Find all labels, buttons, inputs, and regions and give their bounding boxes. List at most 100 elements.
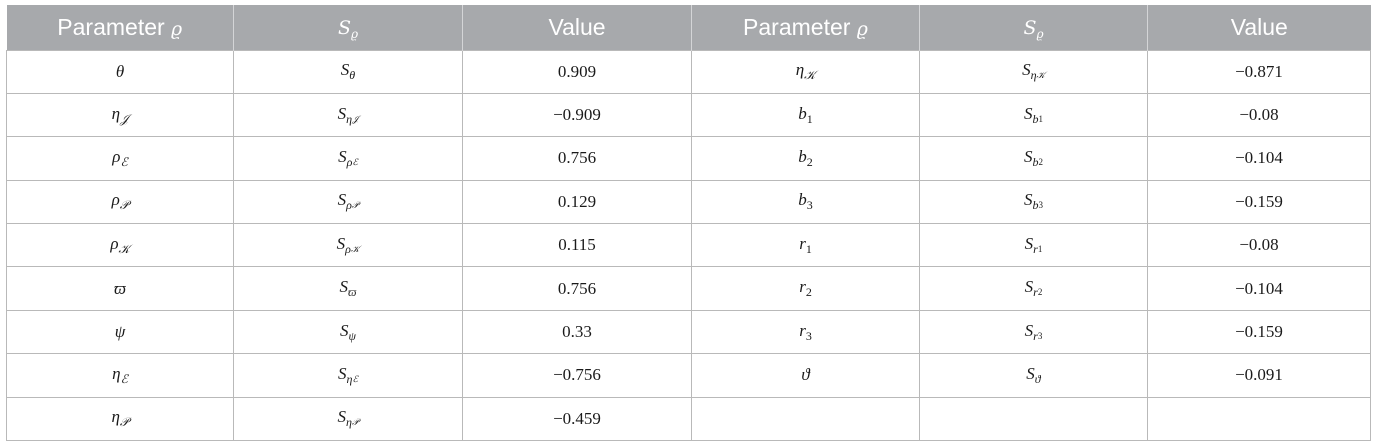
- table-cell: ρ𝒫: [6, 179, 234, 225]
- table-row: ρℰ Sρℰ 0.756 b2 Sb2 −0.104: [6, 136, 1371, 181]
- symbol-sub: 3: [805, 328, 812, 343]
- table-cell: ϑ: [691, 353, 920, 398]
- cell-value: −0.104: [1235, 148, 1283, 168]
- symbol-sub: 3: [806, 198, 813, 213]
- table-cell: Sr1: [919, 223, 1148, 268]
- table-cell: Sb1: [919, 92, 1148, 138]
- cell-symbol: r1: [799, 233, 812, 256]
- symbol-base: S: [339, 277, 349, 297]
- symbol-base: S: [337, 103, 347, 123]
- symbol-base: ρ: [110, 233, 119, 253]
- symbol-sub: 2: [805, 285, 812, 300]
- cell-symbol: Sr2: [1024, 277, 1043, 299]
- table-cell: [1147, 396, 1371, 442]
- cell-value: 0.756: [557, 278, 597, 298]
- symbol-base: S: [337, 407, 347, 427]
- column-header: Value: [1147, 5, 1371, 50]
- cell-symbol: Sϑ: [1026, 364, 1041, 386]
- symbol-sub: η: [346, 111, 353, 126]
- symbol-sub-sub: 3: [1037, 330, 1043, 341]
- table-cell: η𝒫: [6, 396, 234, 442]
- cell-symbol: Sη𝒫: [337, 407, 359, 430]
- table-cell: Sη𝒦: [919, 49, 1148, 94]
- symbol-base: S: [338, 363, 347, 383]
- symbol-sub-sub: 1: [1038, 113, 1044, 124]
- cell-symbol: Sb3: [1024, 190, 1043, 213]
- symbol-sub-sub: ℰ: [352, 373, 358, 384]
- symbol-sub-sub: 𝒫: [351, 200, 359, 211]
- cell-symbol: Sθ: [341, 60, 356, 83]
- column-header: Sϱ: [233, 5, 463, 50]
- symbol-sub-sub: 𝒦: [350, 243, 360, 254]
- table-cell: −0.091: [1147, 353, 1371, 398]
- table-cell: r1: [691, 223, 920, 268]
- table-row: ρ𝒦 Sρ𝒦 0.115 r1 Sr1 −0.08: [6, 223, 1371, 268]
- table-cell: Sρ𝒫: [233, 179, 463, 225]
- cell-symbol: ρℰ: [112, 147, 127, 169]
- cell-symbol: Sb1: [1024, 104, 1044, 126]
- table-cell: 0.756: [462, 136, 692, 181]
- symbol-base: S: [1024, 277, 1034, 297]
- table-row: ϖ Sϖ 0.756 r2 Sr2 −0.104: [6, 266, 1371, 311]
- table-cell: ηℰ: [6, 353, 234, 398]
- table-cell: −0.159: [1147, 309, 1371, 355]
- table-cell: Sθ: [233, 49, 463, 94]
- cell-value: −0.104: [1235, 278, 1283, 298]
- cell-symbol: Sr3: [1025, 321, 1043, 343]
- cell-value: 0.129: [557, 191, 597, 211]
- symbol-sub-sub: 2: [1037, 287, 1043, 298]
- symbol-sub: η: [346, 415, 352, 430]
- table-cell: −0.459: [462, 396, 692, 442]
- table-cell: −0.104: [1147, 266, 1371, 311]
- cell-symbol: η𝒫: [111, 407, 128, 429]
- header-symbol: ϱ: [856, 17, 868, 40]
- symbol-base: r: [799, 233, 806, 253]
- symbol-base: η: [795, 60, 805, 80]
- table-cell: −0.159: [1147, 179, 1371, 225]
- table-row: η𝒫 Sη𝒫 −0.459: [6, 396, 1371, 442]
- symbol-sub: ϑ: [1034, 371, 1041, 386]
- symbol-base: ρ: [111, 190, 120, 210]
- symbol-base: r: [799, 320, 806, 340]
- table-row: ψ Sψ 0.33 r3 Sr3 −0.159: [6, 309, 1371, 355]
- header-label: Parameter: [743, 13, 851, 40]
- table-cell: η𝒥: [6, 92, 234, 138]
- table-cell: ρ𝒦: [6, 223, 234, 268]
- header-label: Value: [548, 13, 606, 40]
- cell-value: −0.159: [1235, 322, 1283, 342]
- symbol-base: ψ: [114, 322, 126, 342]
- symbol-base: ϖ: [113, 278, 126, 298]
- symbol-base: S: [1022, 60, 1031, 80]
- cell-value: 0.115: [558, 235, 596, 255]
- cell-value: 0.33: [562, 322, 592, 342]
- cell-symbol: ηℰ: [112, 364, 128, 386]
- table-cell: −0.756: [462, 353, 692, 398]
- symbol-sub: θ: [349, 68, 356, 83]
- cell-value: −0.459: [553, 408, 601, 428]
- table-cell: r3: [691, 309, 920, 355]
- symbol-base: S: [1024, 190, 1033, 210]
- symbol-sub: b: [1032, 198, 1039, 213]
- cell-value: −0.756: [553, 365, 601, 385]
- cell-symbol: Sη𝒦: [1022, 60, 1045, 83]
- symbol-sub: 1: [806, 111, 813, 126]
- table-row: θ Sθ 0.909 η𝒦 Sη𝒦 −0.871: [6, 49, 1371, 94]
- cell-value: −0.159: [1235, 191, 1283, 211]
- cell-symbol: Sρ𝒦: [337, 234, 360, 256]
- table-row: η𝒥 Sη𝒥 −0.909 b1 Sb1 −0.08: [6, 92, 1371, 138]
- symbol-base: S: [338, 146, 347, 166]
- cell-symbol: b1: [798, 104, 813, 126]
- symbol-sub-sub: 𝒥: [352, 113, 359, 124]
- cell-symbol: ρ𝒫: [111, 190, 129, 212]
- symbol-base: ϑ: [801, 365, 810, 385]
- table-cell: Sr2: [919, 266, 1148, 311]
- cell-symbol: ϑ: [801, 365, 809, 384]
- cell-symbol: Sηℰ: [338, 363, 358, 386]
- table-cell: b3: [691, 179, 920, 225]
- table-cell: b1: [691, 92, 920, 138]
- cell-value: −0.08: [1239, 105, 1279, 125]
- symbol-sub: η: [1030, 68, 1037, 83]
- table-cell: 0.909: [462, 49, 692, 94]
- table-cell: ψ: [6, 309, 234, 355]
- symbol-base: S: [1024, 233, 1034, 253]
